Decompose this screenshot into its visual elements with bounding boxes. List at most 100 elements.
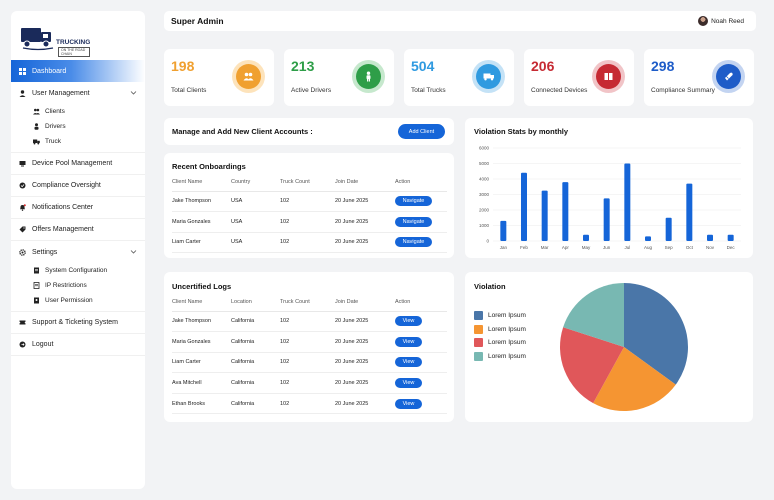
sidebar-item-label: Logout [32,341,54,348]
brand-tagline: ON THE ROAD CHAIN [58,47,90,57]
client-name: Maria Gonzales [172,211,231,233]
join-date: 20 June 2025 [335,211,395,233]
x-tick-label: Jul [624,245,630,250]
stat-card-connected-devices[interactable]: 206 Connected Devices [524,49,634,106]
pie-slice-2 [593,347,676,411]
sidebar-subitem-system-configuration[interactable]: System Configuration [11,263,145,278]
users-icon [236,64,261,89]
truck-count: 102 [280,393,335,415]
x-tick-label: May [582,245,591,250]
manage-clients-title: Manage and Add New Client Accounts : [172,127,313,136]
sidebar-subitem-truck[interactable]: Truck [11,134,145,149]
top-bar: Super Admin Noah Reed [164,11,756,31]
column-header: Truck Count [280,174,335,192]
client-name: Maria Gonzales [172,331,231,353]
sidebar-subitem-drivers[interactable]: Drivers [11,119,145,134]
table-row: Jake Thompson California 102 20 June 202… [172,311,447,333]
sidebar-item-label: Offers Management [32,226,94,233]
legend-swatch [474,351,483,361]
drivers-icon [33,123,40,130]
pie-slice-4 [563,283,624,347]
view-button[interactable]: View [395,357,422,368]
sidebar-item-label: User Management [32,89,90,97]
legend-label: Lorem Ipsum [488,325,526,333]
stat-value: 206 [531,58,555,74]
recent-onboardings-title: Recent Onboardings [172,162,246,171]
stat-card-compliance-summary[interactable]: 298 Compliance Summary [644,49,754,106]
settings-group: Settings System Configuration IP Restric… [11,241,145,312]
legend-label: Lorem Ipsum [488,339,526,346]
clients-icon [33,108,40,115]
location: California [231,393,280,415]
sidebar-subitem-clients[interactable]: Clients [11,104,145,119]
stat-label: Total Clients [171,87,207,94]
bar-dec [727,234,734,241]
sidebar: TRUCKING ON THE ROAD CHAIN Dashboard Use… [11,11,145,489]
user-menu[interactable]: Noah Reed [698,16,744,26]
truck-icon [476,64,501,89]
stat-label: Active Drivers [291,87,332,94]
truck-count: 102 [280,232,335,254]
action-cell: Navigate [395,211,447,233]
sidebar-subitem-label: Truck [45,138,62,145]
action-cell: View [395,393,447,415]
recent-onboardings-panel: Recent Onboardings Client Name Country T… [164,153,454,258]
location: California [231,352,280,374]
view-button[interactable]: View [395,378,422,389]
chevron-down-icon[interactable] [130,248,137,257]
stat-card-total-clients[interactable]: 198 Total Clients [164,49,274,106]
stat-icon-ring [712,60,745,93]
add-client-button[interactable]: Add Client [398,124,445,139]
sidebar-item-offers[interactable]: Offers Management [11,219,145,241]
table-row: Liam Carter California 102 20 June 2025 … [172,352,447,374]
bell-icon [19,204,26,211]
navigate-button[interactable]: Navigate [395,196,432,207]
device-icon [19,160,26,167]
compliance-icon [716,64,741,89]
truck-count: 102 [280,311,335,333]
sidebar-item-notifications[interactable]: Notifications Center [11,197,145,219]
table-row: Liam Carter USA 102 20 June 2025 Navigat… [172,232,447,254]
stat-value: 198 [171,58,195,74]
uncertified-logs-panel: Uncertified Logs Client Name Location Tr… [164,272,454,422]
sidebar-item-compliance[interactable]: Compliance Oversight [11,175,145,197]
stat-label: Connected Devices [531,87,588,94]
action-cell: View [395,352,447,374]
sidebar-item-settings[interactable]: Settings [11,241,145,263]
y-tick-label: 6000 [479,146,490,151]
sidebar-subitem-user-permission[interactable]: User Permission [11,293,145,308]
column-header: Join Date [335,174,395,192]
chevron-down-icon[interactable] [130,89,137,98]
navigate-button[interactable]: Navigate [395,237,432,248]
navigate-button[interactable]: Navigate [395,216,432,227]
column-header: Client Name [172,174,231,192]
bar-sep [665,217,672,241]
sidebar-item-support[interactable]: Support & Ticketing System [11,312,145,334]
legend-swatch [474,324,483,334]
bar-nov [707,234,713,241]
bar-oct [686,183,693,241]
action-cell: Navigate [395,232,447,254]
join-date: 20 June 2025 [335,393,395,415]
stat-icon-ring [352,60,385,93]
legend-item: Lorem Ipsum [474,311,526,320]
stat-card-active-drivers[interactable]: 213 Active Drivers [284,49,394,106]
y-tick-label: 3000 [479,192,490,197]
compliance-icon [19,182,26,189]
view-button[interactable]: View [395,316,422,327]
view-button[interactable]: View [395,336,422,347]
stat-icon-ring [472,60,505,93]
bar-chart-title: Violation Stats by monthly [474,127,569,136]
sidebar-item-device-pool[interactable]: Device Pool Management [11,153,145,175]
stat-card-total-trucks[interactable]: 504 Total Trucks [404,49,514,106]
sidebar-item-dashboard[interactable]: Dashboard [11,60,145,82]
column-header: Location [231,294,280,312]
brand-logo[interactable]: TRUCKING ON THE ROAD CHAIN [20,24,90,58]
sidebar-item-logout[interactable]: Logout [11,334,145,356]
user-icon [19,89,26,97]
table-row: Ava Mitchell California 102 20 June 2025… [172,372,447,394]
manage-clients-panel: Manage and Add New Client Accounts : Add… [164,118,454,145]
view-button[interactable]: View [395,398,422,409]
sidebar-subitem-ip-restrictions[interactable]: IP Restrictions [11,278,145,293]
sidebar-item-user-management[interactable]: User Management [11,82,145,104]
